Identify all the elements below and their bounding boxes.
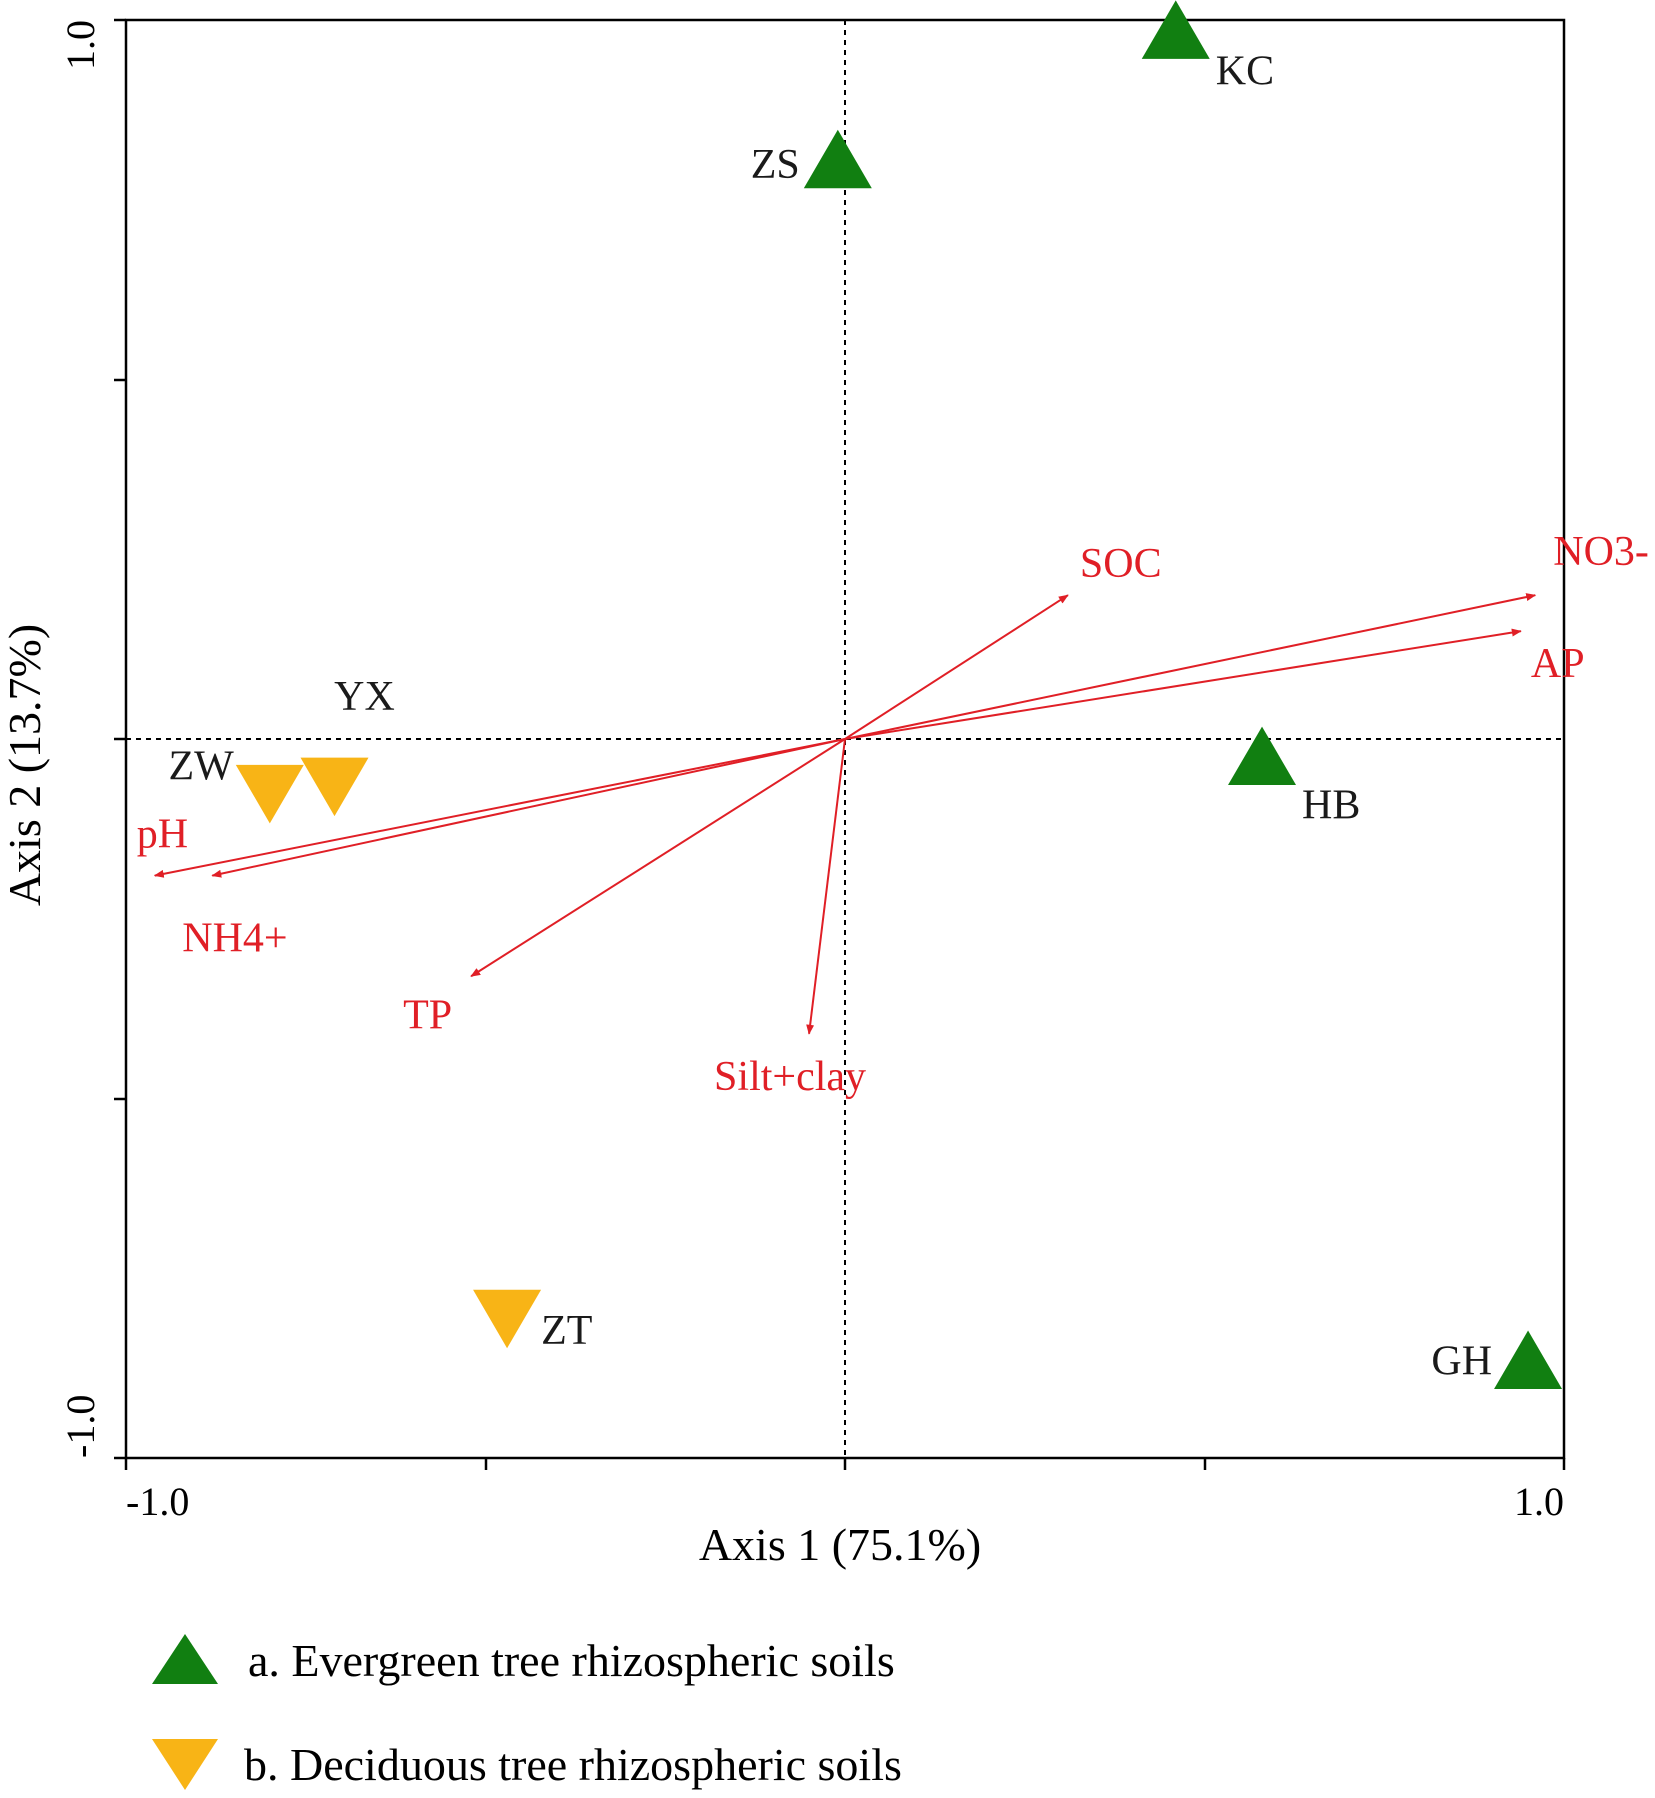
legend-label-deciduous: b. Deciduous tree rhizospheric soils [244, 1739, 902, 1790]
site-marker-hb [1228, 726, 1297, 786]
site-label-kc: KC [1216, 48, 1274, 94]
site-marker-kc [1141, 0, 1210, 59]
legend: a. Evergreen tree rhizospheric soils b. … [152, 1634, 902, 1790]
vector-arrow-ph [153, 738, 846, 878]
vector-label-soc: SOC [1080, 541, 1162, 587]
site-marker-zs [803, 129, 872, 189]
vector-label-no3: NO3- [1553, 529, 1649, 575]
site-label-hb: HB [1302, 783, 1360, 829]
vector-arrow-tp [470, 738, 846, 978]
site-label-gh: GH [1431, 1339, 1492, 1385]
y-axis-title: Axis 2 (13.7%) [0, 624, 50, 906]
vector-arrow-ap [844, 628, 1522, 740]
vector-arrow-soc [844, 594, 1069, 740]
legend-marker-evergreen [152, 1634, 218, 1684]
x-axis-ticks [124, 1458, 1566, 1470]
site-label-zs: ZS [751, 142, 800, 188]
vector-label-nh4: NH4+ [182, 916, 287, 962]
x-axis-title: Axis 1 (75.1%) [699, 1519, 981, 1570]
site-label-yx: YX [334, 674, 395, 720]
vector-label-ap: AP [1531, 641, 1585, 687]
y-tick-label-min: -1.0 [58, 1395, 103, 1458]
vector-label-silt-clay: Silt+clay [714, 1054, 866, 1100]
environmental-vectors: NO3- AP SOC pH NH4+ TP Silt+clay [137, 529, 1649, 1100]
x-tick-label-min: -1.0 [126, 1479, 189, 1524]
x-tick-label-max: 1.0 [1514, 1479, 1564, 1524]
site-marker-zw [235, 764, 304, 824]
site-label-zt: ZT [541, 1308, 592, 1354]
legend-label-evergreen: a. Evergreen tree rhizospheric soils [248, 1635, 895, 1686]
legend-marker-deciduous [152, 1739, 218, 1790]
site-marker-zt [473, 1289, 542, 1349]
vector-label-ph: pH [137, 812, 188, 858]
y-tick-label-max: 1.0 [58, 20, 103, 70]
vector-arrow-silt-clay [806, 738, 846, 1035]
vector-label-tp: TP [403, 992, 452, 1038]
site-marker-yx [300, 757, 369, 817]
vector-arrow-nh4 [211, 738, 846, 878]
site-marker-gh [1494, 1330, 1563, 1390]
y-axis-ticks [114, 18, 126, 1460]
vector-arrow-no3 [844, 593, 1537, 740]
site-label-zw: ZW [169, 743, 235, 789]
site-points: KC ZS HB GH YX ZW ZT [169, 0, 1563, 1390]
